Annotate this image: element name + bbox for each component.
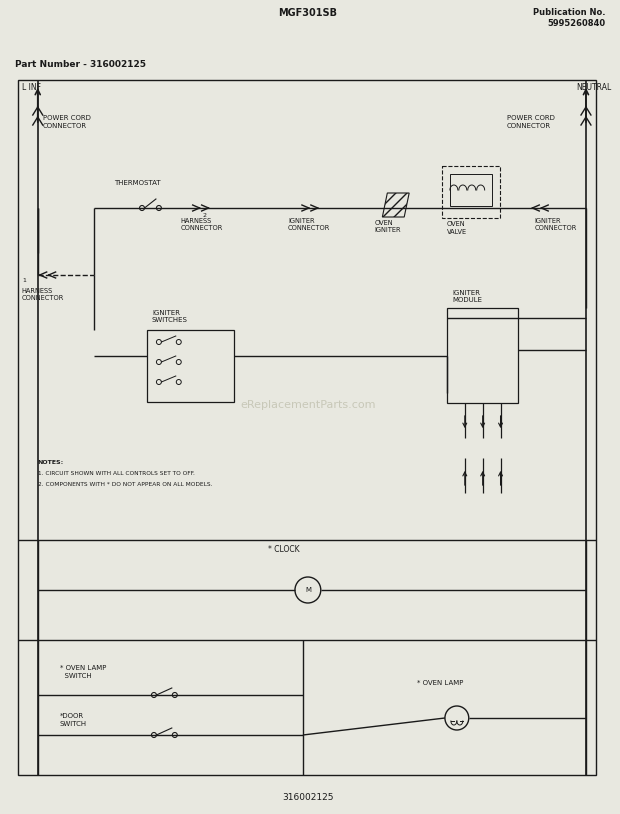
Text: HARNESS
CONNECTOR: HARNESS CONNECTOR <box>181 218 223 231</box>
Bar <box>18 80 596 775</box>
Text: 316002125: 316002125 <box>282 793 334 802</box>
Text: 2. COMPONENTS WITH * DO NOT APPEAR ON ALL MODELS.: 2. COMPONENTS WITH * DO NOT APPEAR ON AL… <box>38 482 212 487</box>
Text: L INF: L INF <box>22 83 41 92</box>
Text: eReplacementParts.com: eReplacementParts.com <box>240 400 376 410</box>
Text: 1. CIRCUIT SHOWN WITH ALL CONTROLS SET TO OFF.: 1. CIRCUIT SHOWN WITH ALL CONTROLS SET T… <box>38 471 195 476</box>
Bar <box>450 174 492 206</box>
Text: MGF301SB: MGF301SB <box>278 8 337 18</box>
Text: OVEN
VALVE: OVEN VALVE <box>447 221 467 234</box>
Text: HARNESS
CONNECTOR: HARNESS CONNECTOR <box>22 288 64 301</box>
Text: Publication No.
5995260840: Publication No. 5995260840 <box>533 8 606 28</box>
Text: 2: 2 <box>203 213 206 218</box>
Bar <box>147 330 234 402</box>
Text: Part Number - 316002125: Part Number - 316002125 <box>15 60 146 69</box>
Text: OVEN
IGNITER: OVEN IGNITER <box>374 220 401 234</box>
Text: IGNITER
MODULE: IGNITER MODULE <box>452 290 482 304</box>
Text: IGNITER
CONNECTOR: IGNITER CONNECTOR <box>288 218 330 231</box>
Text: POWER CORD
CONNECTOR: POWER CORD CONNECTOR <box>507 115 554 129</box>
Text: 1: 1 <box>22 278 25 283</box>
Text: IGNITER
CONNECTOR: IGNITER CONNECTOR <box>534 218 577 231</box>
Text: NOTES:: NOTES: <box>38 460 64 465</box>
Text: * CLOCK: * CLOCK <box>268 545 300 554</box>
Text: POWER CORD
CONNECTOR: POWER CORD CONNECTOR <box>43 115 91 129</box>
Text: M: M <box>305 587 311 593</box>
Text: *DOOR
SWITCH: *DOOR SWITCH <box>60 713 87 727</box>
Bar <box>447 308 518 403</box>
Bar <box>442 166 500 218</box>
Text: * OVEN LAMP: * OVEN LAMP <box>417 680 464 686</box>
Text: IGNITER
SWITCHES: IGNITER SWITCHES <box>152 310 188 323</box>
Text: NEUTRAL: NEUTRAL <box>576 83 611 92</box>
Text: * OVEN LAMP
  SWITCH: * OVEN LAMP SWITCH <box>60 665 106 679</box>
Text: THERMOSTAT: THERMOSTAT <box>114 180 161 186</box>
